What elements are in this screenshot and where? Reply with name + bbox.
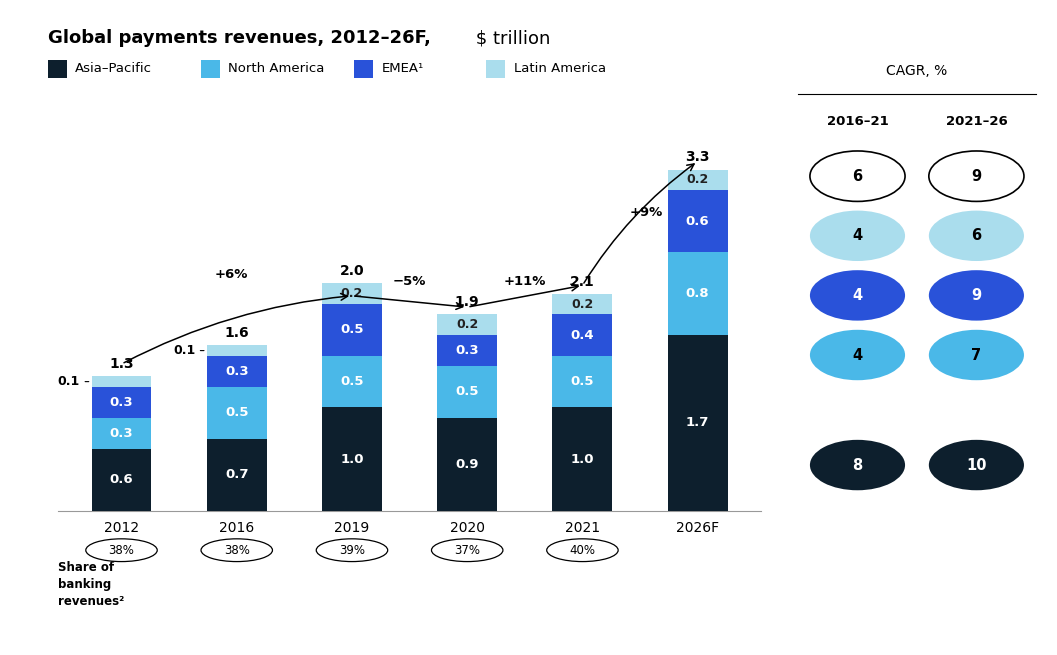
Bar (668, 335, 727, 511)
Text: 7: 7 (971, 348, 982, 362)
Text: 0.2: 0.2 (456, 318, 479, 331)
Bar (553, 356, 612, 407)
Bar (92, 377, 151, 387)
Text: 1.0: 1.0 (340, 453, 364, 466)
Text: 1.9: 1.9 (455, 295, 480, 309)
Ellipse shape (929, 211, 1024, 261)
Ellipse shape (201, 539, 273, 561)
Text: 0.2: 0.2 (340, 287, 364, 300)
Text: Global payments revenues, 2012–26F,: Global payments revenues, 2012–26F, (48, 29, 430, 47)
Bar (92, 387, 151, 418)
Text: 4: 4 (852, 288, 863, 303)
Ellipse shape (929, 440, 1024, 490)
Text: 0.1: 0.1 (173, 344, 196, 357)
Bar (553, 293, 612, 314)
Text: $ trillion: $ trillion (470, 29, 551, 47)
Text: Share of
banking
revenues²: Share of banking revenues² (58, 561, 125, 608)
Text: 2016–21: 2016–21 (827, 115, 888, 128)
Text: 10: 10 (966, 458, 986, 472)
Text: 37%: 37% (455, 544, 480, 557)
Bar (322, 407, 382, 511)
Text: +9%: +9% (629, 206, 663, 219)
Text: 6: 6 (852, 169, 863, 183)
Bar (668, 252, 727, 335)
Ellipse shape (810, 270, 905, 320)
Ellipse shape (431, 539, 503, 561)
Bar (438, 335, 497, 366)
Bar (207, 438, 266, 511)
Text: 9: 9 (971, 169, 982, 183)
Text: −5%: −5% (393, 274, 426, 288)
Ellipse shape (929, 270, 1024, 320)
Ellipse shape (810, 151, 905, 201)
Ellipse shape (929, 330, 1024, 380)
Text: CAGR, %: CAGR, % (887, 64, 947, 78)
Bar (207, 345, 266, 356)
Bar (207, 387, 266, 438)
Text: 0.3: 0.3 (110, 427, 133, 440)
Text: +6%: +6% (215, 269, 247, 281)
Text: 1.6: 1.6 (224, 326, 249, 340)
Bar (92, 449, 151, 511)
Ellipse shape (929, 151, 1024, 201)
Bar (438, 366, 497, 418)
Text: 2021–26: 2021–26 (946, 115, 1007, 128)
Bar (668, 170, 727, 191)
Bar (92, 418, 151, 449)
Text: 6: 6 (971, 229, 982, 243)
Text: +11%: +11% (503, 274, 546, 288)
Text: 1.0: 1.0 (571, 453, 594, 466)
Bar (322, 356, 382, 407)
Text: 40%: 40% (570, 544, 595, 557)
Text: 38%: 38% (224, 544, 249, 557)
Text: 0.2: 0.2 (687, 174, 709, 187)
Text: 0.6: 0.6 (110, 474, 133, 487)
Text: 0.5: 0.5 (340, 375, 364, 388)
Ellipse shape (316, 539, 388, 561)
Text: 0.3: 0.3 (225, 365, 248, 378)
Text: 0.5: 0.5 (571, 375, 594, 388)
Ellipse shape (810, 211, 905, 261)
Text: 3.3: 3.3 (685, 151, 710, 164)
Text: 0.5: 0.5 (225, 406, 248, 419)
Text: 1.7: 1.7 (686, 417, 709, 430)
Ellipse shape (86, 539, 157, 561)
Bar (668, 191, 727, 252)
Bar (322, 284, 382, 304)
Text: Latin America: Latin America (514, 62, 606, 75)
Text: 2.1: 2.1 (570, 274, 595, 289)
Bar (553, 407, 612, 511)
Bar (438, 314, 497, 335)
Text: 0.9: 0.9 (456, 458, 479, 471)
Bar (438, 418, 497, 511)
Text: North America: North America (228, 62, 324, 75)
Text: 0.8: 0.8 (686, 287, 709, 300)
Text: 9: 9 (971, 288, 982, 303)
Text: 0.7: 0.7 (225, 468, 248, 481)
Bar (553, 314, 612, 356)
Ellipse shape (810, 330, 905, 380)
Bar (207, 356, 266, 387)
Text: 38%: 38% (109, 544, 134, 557)
Text: 0.6: 0.6 (686, 215, 709, 228)
Text: 4: 4 (852, 229, 863, 243)
Text: 0.3: 0.3 (110, 396, 133, 409)
Text: 0.2: 0.2 (571, 297, 594, 310)
Text: 8: 8 (852, 458, 863, 472)
Text: 0.3: 0.3 (456, 344, 479, 357)
Bar (322, 304, 382, 356)
Text: 0.4: 0.4 (571, 329, 594, 342)
Text: 2.0: 2.0 (339, 264, 365, 278)
Text: 1.3: 1.3 (109, 357, 134, 371)
Text: 0.5: 0.5 (456, 385, 479, 398)
Ellipse shape (810, 440, 905, 490)
Ellipse shape (546, 539, 618, 561)
Text: 0.1: 0.1 (58, 375, 80, 388)
Text: Asia–Pacific: Asia–Pacific (75, 62, 152, 75)
Text: 4: 4 (852, 348, 863, 362)
Text: 0.5: 0.5 (340, 324, 364, 337)
Text: 39%: 39% (339, 544, 365, 557)
Text: EMEA¹: EMEA¹ (382, 62, 424, 75)
